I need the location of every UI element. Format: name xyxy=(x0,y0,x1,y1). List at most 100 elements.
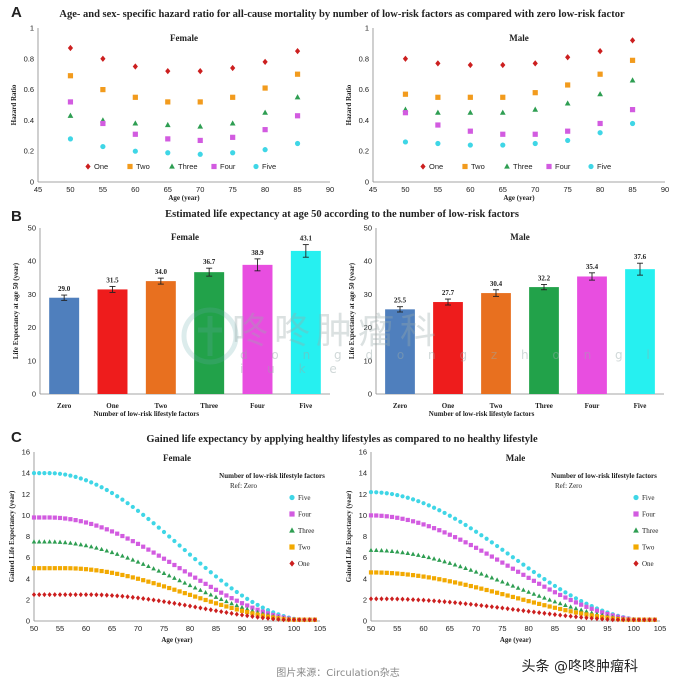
c-point-five xyxy=(219,578,224,583)
c-point-one xyxy=(203,606,208,612)
c-point-one xyxy=(442,599,447,605)
c-point-three xyxy=(415,552,421,557)
a-point-four xyxy=(132,131,138,137)
c-point-one xyxy=(368,596,374,602)
c-point-one xyxy=(421,597,426,603)
panel-letter-c: C xyxy=(11,429,22,446)
a-point-five xyxy=(532,140,538,147)
c-point-five xyxy=(431,505,437,510)
a-point-four xyxy=(597,120,603,127)
c-point-four xyxy=(193,575,198,580)
c-point-one xyxy=(605,616,610,622)
c-xtick-label: 75 xyxy=(498,624,506,633)
a-point-five xyxy=(402,139,409,145)
c-point-four xyxy=(426,524,431,529)
a-point-two xyxy=(532,90,538,96)
b-data-label-five: 37.6 xyxy=(634,253,647,261)
a-point-two xyxy=(467,94,473,100)
b-x-axis-label: Number of low-risk lifestyle factors xyxy=(94,410,200,418)
c-point-two xyxy=(125,574,130,579)
c-xtick-label: 55 xyxy=(393,624,401,633)
a-legend-marker-four xyxy=(211,163,217,170)
panel-letter-b: B xyxy=(11,208,22,225)
c-point-two xyxy=(563,608,568,613)
c-point-four xyxy=(239,601,245,606)
a-point-four xyxy=(467,128,473,134)
a-point-three xyxy=(597,91,603,97)
b-ytick-label: 40 xyxy=(364,257,372,266)
c-point-three xyxy=(384,548,390,553)
c-point-five xyxy=(63,472,68,477)
c-point-one xyxy=(135,595,141,601)
c-point-four xyxy=(395,515,400,520)
c-point-two xyxy=(479,586,484,591)
c-point-one xyxy=(120,593,125,599)
c-point-five xyxy=(130,504,135,510)
c-point-two xyxy=(468,583,473,589)
c-point-five xyxy=(99,485,104,490)
c-point-five xyxy=(400,494,405,499)
c-point-two xyxy=(130,575,135,580)
c-point-one xyxy=(374,596,379,602)
b-bar-zero xyxy=(385,309,415,394)
c-point-five xyxy=(473,529,479,534)
a-legend-marker-three xyxy=(504,163,510,169)
c-point-five xyxy=(42,471,47,476)
c-point-four xyxy=(516,569,521,574)
c-point-four xyxy=(213,587,219,592)
c-point-one xyxy=(542,610,547,616)
c-point-two xyxy=(104,569,109,574)
c-point-four xyxy=(161,556,167,561)
c-ytick-label: 12 xyxy=(359,490,367,499)
c-point-five xyxy=(452,516,458,521)
c-point-four xyxy=(94,523,99,528)
c-point-three xyxy=(505,581,510,586)
c-point-one xyxy=(260,615,265,621)
c-point-five xyxy=(547,580,552,585)
c-point-five xyxy=(552,583,558,589)
a-point-two xyxy=(262,85,268,91)
c-point-four xyxy=(182,569,187,574)
c-point-five xyxy=(384,491,389,496)
c-point-two xyxy=(410,573,416,578)
c-point-two xyxy=(537,601,542,606)
c-point-one xyxy=(626,617,631,623)
c-point-one xyxy=(307,617,312,623)
c-ytick-label: 10 xyxy=(22,511,30,520)
c-point-one xyxy=(552,612,558,618)
c-xtick-label: 75 xyxy=(160,624,168,633)
c-point-four xyxy=(42,515,47,520)
c-point-two xyxy=(57,566,63,571)
c-point-five xyxy=(239,593,245,598)
c-point-one xyxy=(416,597,421,603)
b-category-label-one: One xyxy=(106,402,118,410)
c-point-one xyxy=(291,617,297,623)
b-data-label-one: 31.5 xyxy=(106,276,119,284)
c-point-one xyxy=(73,592,78,598)
b-bar-three xyxy=(194,272,225,394)
c-point-one xyxy=(167,599,172,605)
c-xtick-label: 100 xyxy=(627,624,640,633)
a-point-five xyxy=(597,130,603,136)
a-point-one xyxy=(100,55,106,62)
c-point-two xyxy=(47,566,52,571)
c-ytick-label: 10 xyxy=(359,511,367,520)
c-point-three xyxy=(198,587,203,592)
c-legend-label-two: Two xyxy=(642,544,655,552)
c-point-three xyxy=(218,596,224,602)
c-point-one xyxy=(302,617,307,623)
c-point-four xyxy=(104,527,109,532)
a-point-four xyxy=(197,137,203,144)
c-ytick-label: 14 xyxy=(359,469,367,478)
c-point-two xyxy=(245,610,250,615)
c-point-two xyxy=(431,576,437,581)
c-point-five xyxy=(193,556,198,562)
c-point-four xyxy=(198,578,203,583)
b-data-label-four: 35.4 xyxy=(586,263,599,271)
b-bar-one xyxy=(97,289,128,394)
c-point-three xyxy=(426,554,432,560)
a-point-one xyxy=(532,60,538,67)
b-category-label-four: Four xyxy=(250,402,265,410)
c-point-two xyxy=(374,570,379,575)
c-point-two xyxy=(135,576,141,581)
